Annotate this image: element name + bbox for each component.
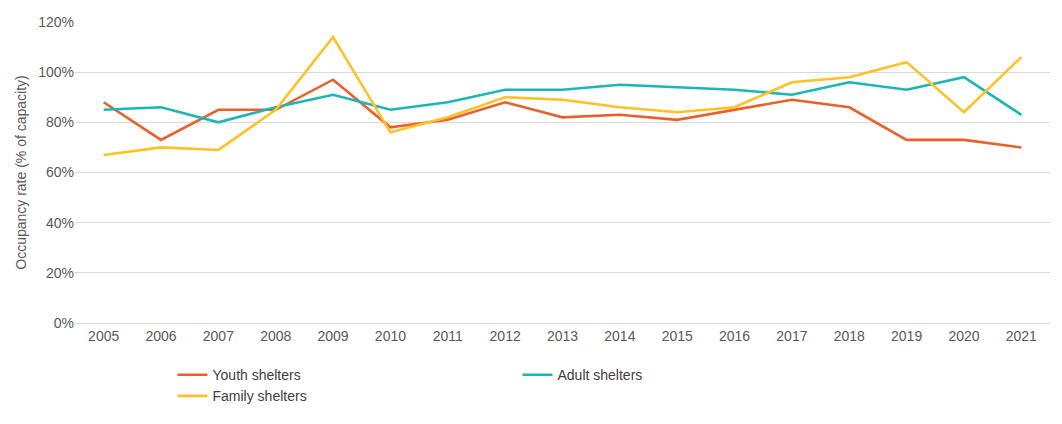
svg-text:2016: 2016: [719, 328, 750, 344]
svg-text:2019: 2019: [891, 328, 922, 344]
svg-text:2009: 2009: [318, 328, 349, 344]
svg-text:60%: 60%: [46, 164, 74, 180]
svg-text:2007: 2007: [203, 328, 234, 344]
svg-text:2013: 2013: [547, 328, 578, 344]
svg-text:2012: 2012: [490, 328, 521, 344]
svg-text:2020: 2020: [948, 328, 979, 344]
svg-text:120%: 120%: [38, 14, 74, 30]
svg-text:2015: 2015: [662, 328, 693, 344]
svg-text:2017: 2017: [776, 328, 807, 344]
svg-text:2011: 2011: [433, 328, 463, 344]
svg-text:Adult shelters: Adult shelters: [558, 367, 643, 383]
svg-text:80%: 80%: [46, 114, 74, 130]
svg-text:2006: 2006: [145, 328, 176, 344]
svg-text:2014: 2014: [604, 328, 635, 344]
svg-text:40%: 40%: [46, 215, 74, 231]
svg-text:2008: 2008: [260, 328, 291, 344]
svg-text:Occupancy rate (% of capacity): Occupancy rate (% of capacity): [13, 75, 29, 270]
svg-text:20%: 20%: [46, 265, 74, 281]
svg-text:2021: 2021: [1006, 328, 1037, 344]
svg-text:Family shelters: Family shelters: [213, 388, 307, 404]
svg-text:Youth shelters: Youth shelters: [213, 367, 301, 383]
svg-text:100%: 100%: [38, 64, 74, 80]
svg-text:2005: 2005: [88, 328, 119, 344]
svg-text:2010: 2010: [375, 328, 406, 344]
svg-text:2018: 2018: [834, 328, 865, 344]
svg-text:0%: 0%: [54, 315, 74, 331]
